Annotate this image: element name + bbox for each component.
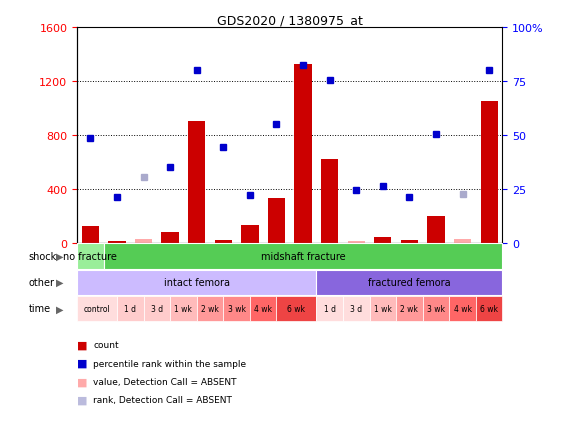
Text: 1 wk: 1 wk [175,304,192,313]
Bar [77,244,104,269]
Text: value, Detection Call = ABSENT: value, Detection Call = ABSENT [93,377,236,386]
Text: ■: ■ [77,395,87,404]
Text: fractured femora: fractured femora [368,278,451,287]
Bar [143,296,170,321]
Bar [316,296,343,321]
Text: 6 wk: 6 wk [287,304,305,313]
Bar [108,241,126,243]
Text: ■: ■ [77,340,87,350]
Text: 3 wk: 3 wk [228,304,246,313]
Bar [170,296,197,321]
Text: percentile rank within the sample: percentile rank within the sample [93,359,246,368]
Bar [82,227,99,243]
Bar [250,296,276,321]
Bar [321,160,338,243]
Text: 1 d: 1 d [324,304,336,313]
Text: ▶: ▶ [56,252,64,261]
Text: count: count [93,341,119,349]
Text: midshaft fracture: midshaft fracture [261,252,345,261]
Text: 6 wk: 6 wk [480,304,498,313]
Text: ■: ■ [77,358,87,368]
Text: intact femora: intact femora [164,278,230,287]
Bar [449,296,476,321]
Bar [135,240,152,243]
Text: 2 wk: 2 wk [400,304,419,313]
Bar [276,296,316,321]
Bar [401,240,418,243]
Bar [197,296,223,321]
Bar [427,216,445,243]
Text: 3 d: 3 d [151,304,163,313]
Text: ▶: ▶ [56,278,64,287]
Bar [188,122,206,243]
Text: 3 wk: 3 wk [427,304,445,313]
Text: ■: ■ [77,377,87,386]
Text: 1 wk: 1 wk [374,304,392,313]
Text: rank, Detection Call = ABSENT: rank, Detection Call = ABSENT [93,395,232,404]
Bar [476,296,502,321]
Bar [77,296,117,321]
Text: time: time [29,304,51,313]
Text: control: control [83,304,110,313]
Text: 4 wk: 4 wk [254,304,272,313]
Text: shock: shock [29,252,57,261]
Text: ▶: ▶ [56,304,64,313]
Bar [348,241,365,243]
Bar [454,240,471,243]
Title: GDS2020 / 1380975_at: GDS2020 / 1380975_at [217,14,363,27]
Bar [374,237,392,243]
Bar [215,240,232,243]
Bar [369,296,396,321]
Text: 1 d: 1 d [124,304,136,313]
Text: 4 wk: 4 wk [453,304,472,313]
Bar [295,65,312,243]
Bar [242,226,259,243]
Bar [423,296,449,321]
Bar [77,270,316,295]
Text: 3 d: 3 d [350,304,363,313]
Bar [268,199,285,243]
Bar [481,102,498,243]
Text: no fracture: no fracture [63,252,117,261]
Bar [223,296,250,321]
Bar [316,270,502,295]
Bar [117,296,143,321]
Text: 2 wk: 2 wk [201,304,219,313]
Bar [396,296,423,321]
Bar [343,296,369,321]
Bar [162,232,179,243]
Text: other: other [29,278,55,287]
